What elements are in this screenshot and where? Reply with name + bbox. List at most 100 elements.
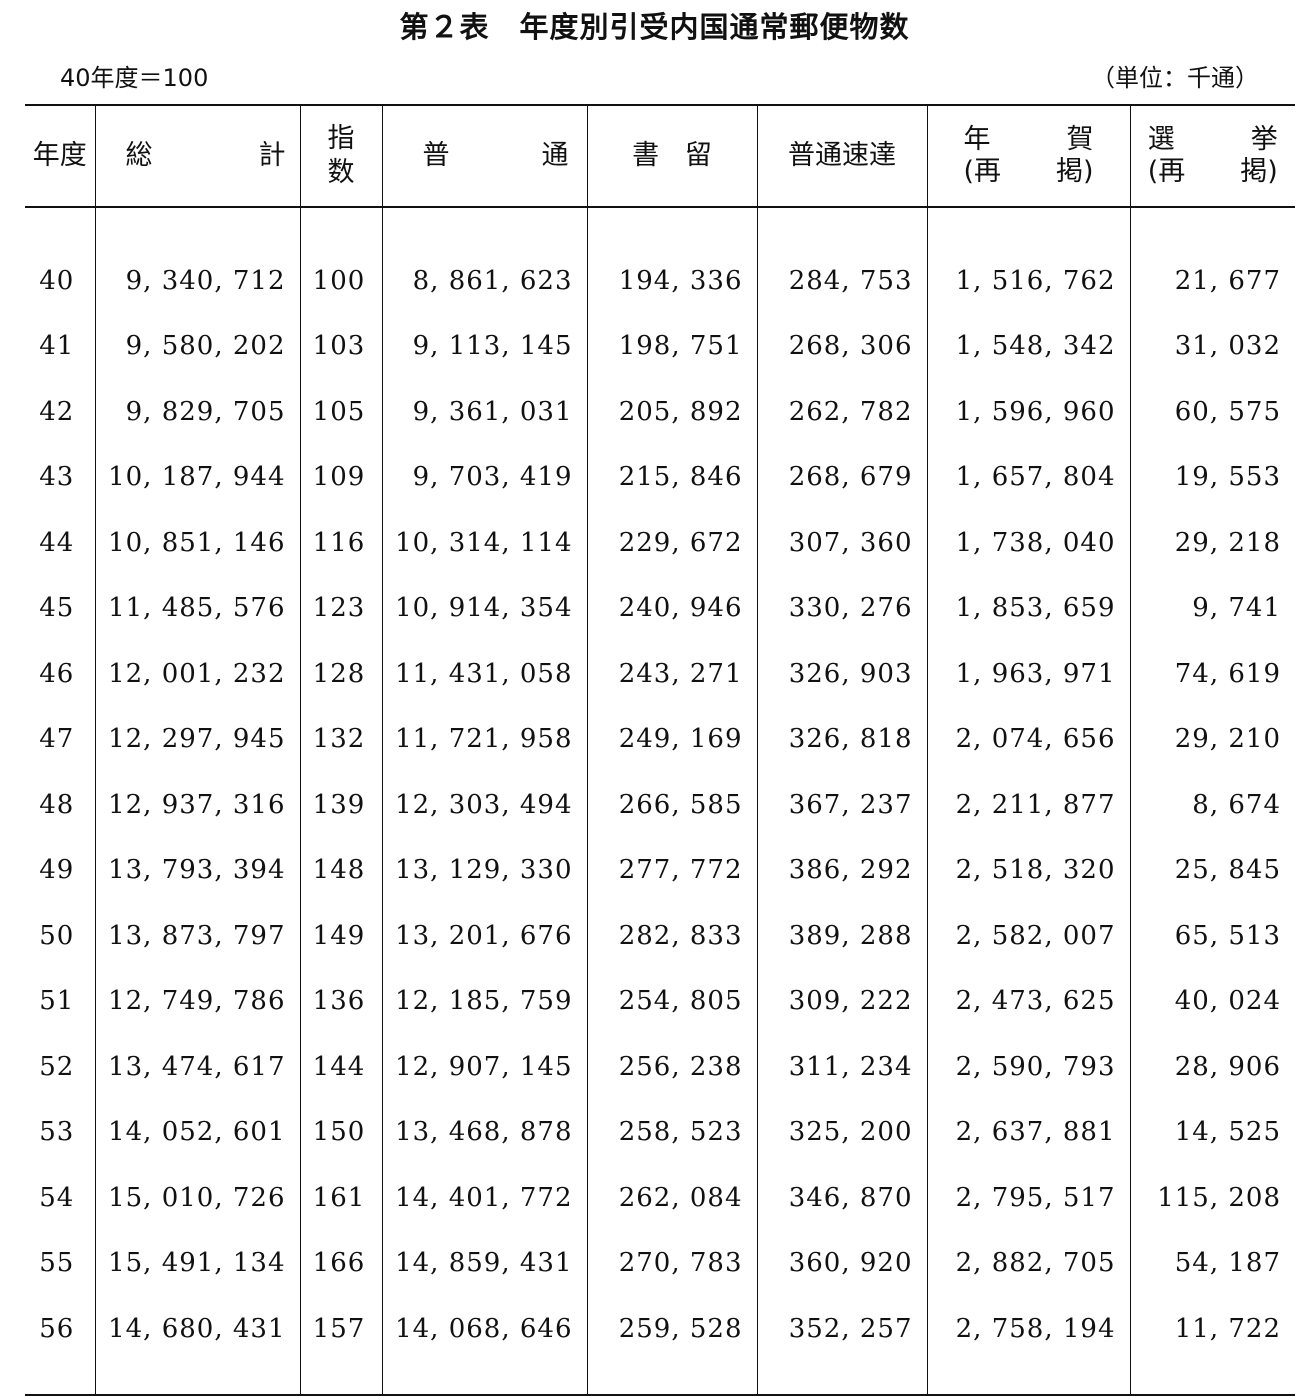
cell-express: 307, 360 <box>756 510 927 576</box>
cell-registered: 194, 336 <box>586 207 757 314</box>
table-row: 48 12, 937, 316 139 12, 303, 494 266, 585 367… <box>25 772 1295 838</box>
cell-ordinary: 12, 185, 759 <box>381 968 587 1034</box>
header-express-label: 普通速達 <box>788 140 896 171</box>
cell-election: 14, 525 <box>1129 1099 1295 1165</box>
cell-newyear: 1, 963, 971 <box>926 641 1130 707</box>
cell-index: 103 <box>299 313 382 379</box>
cell-express: 326, 818 <box>756 706 927 772</box>
cell-index: 132 <box>299 706 382 772</box>
cell-express: 309, 222 <box>756 968 927 1034</box>
header-newyear-label-d: 掲) <box>1055 155 1094 187</box>
cell-election: 54, 187 <box>1129 1230 1295 1296</box>
cell-newyear: 2, 473, 625 <box>926 968 1130 1034</box>
cell-total: 14, 680, 431 <box>94 1296 300 1396</box>
header-registered-label-b: 留 <box>684 140 712 171</box>
cell-registered: 277, 772 <box>586 837 757 903</box>
table-row: 56 14, 680, 431 157 14, 068, 646 259, 528 352… <box>25 1296 1295 1396</box>
cell-election: 40, 024 <box>1129 968 1295 1034</box>
cell-year: 53 <box>39 1117 75 1148</box>
cell-newyear: 1, 596, 960 <box>926 379 1130 445</box>
cell-newyear: 2, 637, 881 <box>926 1099 1130 1165</box>
cell-registered: 243, 271 <box>586 641 757 707</box>
cell-express: 262, 782 <box>756 379 927 445</box>
cell-newyear: 2, 518, 320 <box>926 837 1130 903</box>
header-election-label-a: 選 <box>1147 123 1175 155</box>
cell-express: 367, 237 <box>756 772 927 838</box>
cell-ordinary: 9, 113, 145 <box>381 313 587 379</box>
table-row: 51 12, 749, 786 136 12, 185, 759 254, 805 309… <box>25 968 1295 1034</box>
cell-ordinary: 9, 703, 419 <box>381 444 587 510</box>
table-row: 41 9, 580, 202 103 9, 113, 145 198, 751 268, … <box>25 313 1295 379</box>
mail-volume-table: 年度 総計 指 数 普通 書 留 普通速達 年賀 (再 掲) <box>25 104 1295 1396</box>
cell-newyear: 2, 795, 517 <box>926 1165 1130 1231</box>
cell-index: 109 <box>299 444 382 510</box>
cell-year: 50 <box>39 920 75 951</box>
cell-total: 15, 010, 726 <box>94 1165 300 1231</box>
cell-express: 386, 292 <box>756 837 927 903</box>
table-row: 53 14, 052, 601 150 13, 468, 878 258, 523 325… <box>25 1099 1295 1165</box>
cell-newyear: 2, 882, 705 <box>926 1230 1130 1296</box>
cell-newyear: 2, 758, 194 <box>926 1296 1130 1396</box>
table-row: 46 12, 001, 232 128 11, 431, 058 243, 271 326… <box>25 641 1295 707</box>
header-registered: 書 留 <box>586 104 757 208</box>
cell-newyear: 1, 853, 659 <box>926 575 1130 641</box>
cell-ordinary: 9, 361, 031 <box>381 379 587 445</box>
cell-election: 28, 906 <box>1129 1034 1295 1100</box>
cell-express: 284, 753 <box>756 207 927 314</box>
cell-index: 148 <box>299 837 382 903</box>
cell-total: 12, 297, 945 <box>94 706 300 772</box>
cell-registered: 229, 672 <box>586 510 757 576</box>
header-ordinary: 普通 <box>381 104 587 208</box>
table-row: 40 9, 340, 712 100 8, 861, 623 194, 336 284, … <box>25 207 1295 314</box>
table-row: 54 15, 010, 726 161 14, 401, 772 262, 084 346… <box>25 1165 1295 1231</box>
header-total-label-a: 総 <box>125 140 153 171</box>
cell-registered: 266, 585 <box>586 772 757 838</box>
cell-registered: 256, 238 <box>586 1034 757 1100</box>
cell-total: 13, 474, 617 <box>94 1034 300 1100</box>
cell-index: 166 <box>299 1230 382 1296</box>
cell-index: 161 <box>299 1165 382 1231</box>
cell-year: 43 <box>39 462 75 493</box>
cell-registered: 254, 805 <box>586 968 757 1034</box>
table-row: 44 10, 851, 146 116 10, 314, 114 229, 672 307… <box>25 510 1295 576</box>
table-row: 43 10, 187, 944 109 9, 703, 419 215, 846 268,… <box>25 444 1295 510</box>
cell-total: 12, 937, 316 <box>94 772 300 838</box>
cell-ordinary: 11, 721, 958 <box>381 706 587 772</box>
cell-express: 330, 276 <box>756 575 927 641</box>
cell-ordinary: 13, 468, 878 <box>381 1099 587 1165</box>
header-newyear-label-c: (再 <box>963 155 1002 187</box>
cell-index: 116 <box>299 510 382 576</box>
cell-registered: 258, 523 <box>586 1099 757 1165</box>
table-row: 52 13, 474, 617 144 12, 907, 145 256, 238 311… <box>25 1034 1295 1100</box>
cell-registered: 198, 751 <box>586 313 757 379</box>
cell-registered: 282, 833 <box>586 903 757 969</box>
header-newyear: 年 賀 (再 掲) <box>926 104 1130 208</box>
cell-election: 31, 032 <box>1129 313 1295 379</box>
cell-express: 325, 200 <box>756 1099 927 1165</box>
header-election-label-b: 挙 <box>1250 123 1278 155</box>
base-year-note: 40年度＝100 <box>60 64 209 92</box>
cell-year: 40 <box>39 265 75 296</box>
cell-ordinary: 14, 859, 431 <box>381 1230 587 1296</box>
cell-newyear: 1, 738, 040 <box>926 510 1130 576</box>
cell-total: 12, 749, 786 <box>94 968 300 1034</box>
cell-ordinary: 13, 129, 330 <box>381 837 587 903</box>
header-year: 年度 <box>25 104 95 208</box>
cell-total: 9, 340, 712 <box>94 207 300 314</box>
cell-election: 29, 218 <box>1129 510 1295 576</box>
unit-note: （単位：千通） <box>1091 64 1259 92</box>
cell-index: 144 <box>299 1034 382 1100</box>
cell-total: 9, 580, 202 <box>94 313 300 379</box>
cell-election: 19, 553 <box>1129 444 1295 510</box>
cell-index: 150 <box>299 1099 382 1165</box>
cell-year: 55 <box>39 1248 75 1279</box>
cell-election: 65, 513 <box>1129 903 1295 969</box>
cell-index: 157 <box>299 1296 382 1396</box>
cell-index: 128 <box>299 641 382 707</box>
cell-express: 326, 903 <box>756 641 927 707</box>
cell-election: 115, 208 <box>1129 1165 1295 1231</box>
cell-ordinary: 12, 907, 145 <box>381 1034 587 1100</box>
cell-express: 311, 234 <box>756 1034 927 1100</box>
cell-ordinary: 8, 861, 623 <box>381 207 587 314</box>
cell-election: 11, 722 <box>1129 1296 1295 1396</box>
